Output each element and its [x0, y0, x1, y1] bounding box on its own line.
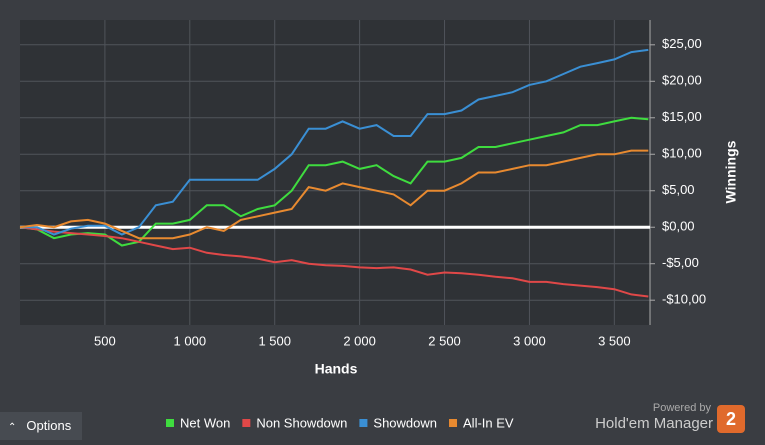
y-axis-label: Winnings: [723, 140, 739, 203]
x-tick-label: 3 000: [513, 333, 546, 348]
legend-swatch: [359, 419, 368, 427]
legend-swatch: [166, 419, 174, 427]
x-tick-label: 500: [94, 333, 116, 348]
brand-logo: [717, 405, 745, 433]
x-tick-label: 1 500: [258, 333, 291, 348]
x-tick-label: 1 000: [174, 333, 207, 348]
y-tick-label: $25,00: [662, 36, 702, 51]
x-tick-label: 2 000: [343, 333, 376, 348]
x-tick-label: 2 500: [428, 333, 461, 348]
legend-label: Showdown: [373, 415, 437, 430]
brand-version: 2: [726, 409, 736, 429]
y-tick-label: $10,00: [662, 146, 702, 161]
options-button[interactable]: ⌃ Options: [0, 412, 82, 440]
series-line: [19, 226, 649, 298]
legend-swatch: [242, 419, 251, 427]
series-line: [19, 116, 649, 247]
y-tick-label: $20,00: [662, 73, 702, 88]
y-tick-label: $0,00: [662, 219, 695, 234]
brand: Hold'em Manager: [595, 415, 713, 432]
legend-label: All-In EV: [463, 415, 514, 430]
y-tick-label: -$5,00: [662, 255, 699, 270]
legend-swatch: [449, 419, 458, 427]
plot-area: [20, 20, 650, 325]
y-tick-label: -$10,00: [662, 292, 706, 307]
legend-label: Net Won: [180, 415, 230, 430]
series-line: [19, 149, 649, 240]
powered-by: Powered by: [653, 402, 712, 414]
x-axis-label: Hands: [315, 361, 358, 377]
legend-label: Non Showdown: [256, 415, 347, 430]
x-tick-label: 3 500: [598, 333, 631, 348]
y-tick-label: $15,00: [662, 109, 702, 124]
options-label: Options: [26, 418, 72, 433]
series-line: [20, 48, 649, 236]
y-tick-label: $5,00: [662, 182, 695, 197]
